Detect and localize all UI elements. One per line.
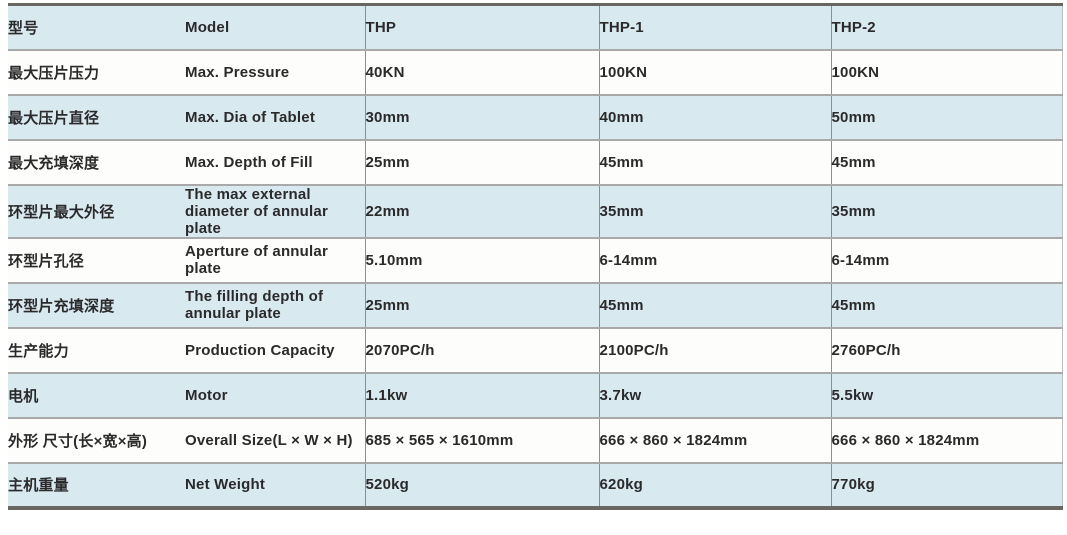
- spec-value-thp1-cell: 6-14mm: [598, 236, 831, 283]
- spec-value-thp2-cell: 2760PC/h: [830, 326, 1063, 373]
- spec-value-thp2-cell: 50mm: [830, 93, 1063, 140]
- spec-value-thp1-cell: 3.7kw: [598, 371, 831, 418]
- spec-label-en-cell: Production Capacity: [185, 326, 365, 373]
- spec-value-thp1-cell: 45mm: [598, 138, 831, 185]
- spec-label-en-cell: Max. Dia of Tablet: [185, 93, 365, 140]
- spec-label-cn-cell: 环型片充填深度: [8, 281, 185, 328]
- spec-value-thp-cell: THP: [364, 3, 599, 50]
- table-row: 最大压片直径 Max. Dia of Tablet 30mm 40mm 50mm: [8, 93, 1063, 140]
- spec-value-thp-cell: 30mm: [364, 93, 599, 140]
- spec-value-thp1-cell: 35mm: [598, 183, 831, 238]
- table-row: 生产能力 Production Capacity 2070PC/h 2100PC/h 2…: [8, 326, 1063, 373]
- table-row: 环型片孔径 Aperture of annular plate 5.10mm 6-14…: [8, 236, 1063, 283]
- spec-value-thp1-cell: 2100PC/h: [598, 326, 831, 373]
- table-row: 环型片最大外径 The max external diameter of annu…: [8, 183, 1063, 238]
- spec-value-thp-cell: 5.10mm: [364, 236, 599, 283]
- spec-value-thp-cell: 25mm: [364, 138, 599, 185]
- spec-value-thp2-cell: 770kg: [830, 461, 1063, 510]
- spec-label-cn-cell: 最大压片压力: [8, 48, 185, 95]
- spec-value-thp2-cell: THP-2: [830, 3, 1063, 50]
- spec-value-thp-cell: 520kg: [364, 461, 599, 510]
- table-row: 电机 Motor 1.1kw 3.7kw 5.5kw: [8, 371, 1063, 418]
- spec-label-cn-cell: 环型片孔径: [8, 236, 185, 283]
- table-row: 环型片充填深度 The filling depth of annular plat…: [8, 281, 1063, 328]
- table-row: 外形 尺寸(长×宽×高) Overall Size(L × W × H) 685 ×…: [8, 416, 1063, 463]
- spec-label-cn-cell: 生产能力: [8, 326, 185, 373]
- table-row: 最大充填深度 Max. Depth of Fill 25mm 45mm 45mm: [8, 138, 1063, 185]
- spec-value-thp2-cell: 100KN: [830, 48, 1063, 95]
- spec-value-thp2-cell: 45mm: [830, 281, 1063, 328]
- spec-label-en-cell: Overall Size(L × W × H): [185, 416, 365, 463]
- spec-value-thp1-cell: 666 × 860 × 1824mm: [598, 416, 831, 463]
- spec-value-thp-cell: 25mm: [364, 281, 599, 328]
- spec-value-thp1-cell: 40mm: [598, 93, 831, 140]
- spec-label-cn-cell: 型号: [8, 3, 185, 50]
- spec-label-cn-cell: 电机: [8, 371, 185, 418]
- spec-value-thp2-cell: 45mm: [830, 138, 1063, 185]
- spec-value-thp1-cell: 100KN: [598, 48, 831, 95]
- spec-label-en-cell: Motor: [185, 371, 365, 418]
- spec-label-en-cell: Net Weight: [185, 461, 365, 510]
- spec-table: 型号 Model THP THP-1 THP-2 最大压片压力 Max. Pressure 4…: [8, 3, 1063, 510]
- spec-value-thp1-cell: 45mm: [598, 281, 831, 328]
- spec-value-thp-cell: 685 × 565 × 1610mm: [364, 416, 599, 463]
- spec-table-body: 型号 Model THP THP-1 THP-2 最大压片压力 Max. Pressure 4…: [8, 3, 1063, 510]
- spec-label-en-cell: Model: [185, 3, 365, 50]
- spec-value-thp2-cell: 6-14mm: [830, 236, 1063, 283]
- spec-value-thp1-cell: 620kg: [598, 461, 831, 510]
- spec-value-thp-cell: 1.1kw: [364, 371, 599, 418]
- spec-value-thp-cell: 22mm: [364, 183, 599, 238]
- spec-value-thp-cell: 40KN: [364, 48, 599, 95]
- spec-label-cn-cell: 外形 尺寸(长×宽×高): [8, 416, 185, 463]
- spec-label-cn-cell: 主机重量: [8, 461, 185, 510]
- spec-label-en-cell: Max. Depth of Fill: [185, 138, 365, 185]
- spec-label-cn-cell: 最大压片直径: [8, 93, 185, 140]
- spec-label-cn-cell: 最大充填深度: [8, 138, 185, 185]
- spec-label-en-cell: Max. Pressure: [185, 48, 365, 95]
- spec-value-thp2-cell: 35mm: [830, 183, 1063, 238]
- table-row: 最大压片压力 Max. Pressure 40KN 100KN 100KN: [8, 48, 1063, 95]
- spec-label-en-cell: The filling depth of annular plate: [185, 281, 365, 328]
- spec-value-thp1-cell: THP-1: [598, 3, 831, 50]
- spec-value-thp2-cell: 5.5kw: [830, 371, 1063, 418]
- spec-label-en-cell: Aperture of annular plate: [185, 236, 365, 283]
- table-row: 型号 Model THP THP-1 THP-2: [8, 3, 1063, 50]
- spec-label-cn-cell: 环型片最大外径: [8, 183, 185, 238]
- spec-value-thp2-cell: 666 × 860 × 1824mm: [830, 416, 1063, 463]
- spec-value-thp-cell: 2070PC/h: [364, 326, 599, 373]
- spec-label-en-cell: The max external diameter of annular pla…: [185, 183, 365, 238]
- table-row: 主机重量 Net Weight 520kg 620kg 770kg: [8, 461, 1063, 510]
